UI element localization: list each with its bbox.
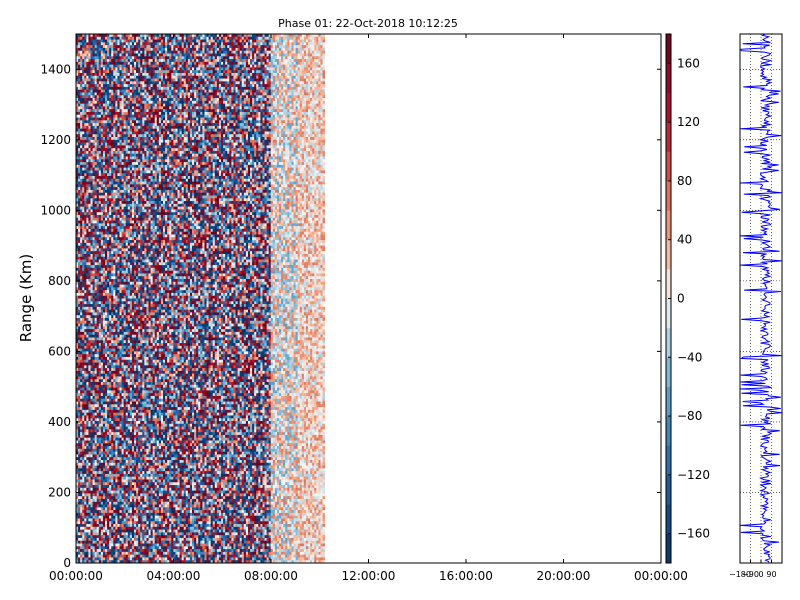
y-axis-label: Range (Km) [17,254,35,342]
chart-title: Phase 01: 22-Oct-2018 10:12:25 [278,17,458,30]
heatmap [76,34,325,563]
